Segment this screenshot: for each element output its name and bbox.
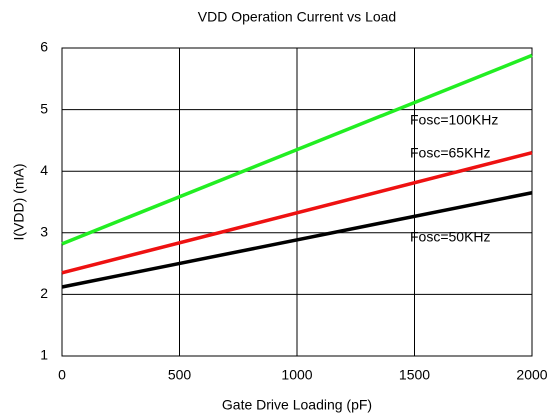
x-tick-label: 1000 [281,367,312,383]
y-tick-label: 6 [40,39,48,55]
series-label: Fosc=65KHz [410,145,491,161]
chart-title: VDD Operation Current vs Load [198,9,396,25]
x-tick-label: 0 [58,367,66,383]
x-axis-label: Gate Drive Loading (pF) [222,397,372,413]
series-label: Fosc=100KHz [410,112,498,128]
series-line [61,151,533,275]
x-tick-label: 500 [168,367,192,383]
series-label: Fosc=50KHz [410,229,491,245]
y-axis-label: I(VDD) (mA) [11,164,27,241]
y-tick-label: 3 [40,224,48,240]
y-tick-label: 2 [40,285,48,301]
series-line [61,191,533,289]
series-line [61,53,533,246]
x-tick-label: 1500 [399,367,430,383]
y-tick-label: 4 [40,162,48,178]
y-tick-label: 5 [40,100,48,116]
x-tick-label: 2000 [516,367,547,383]
y-tick-label: 1 [40,347,48,363]
